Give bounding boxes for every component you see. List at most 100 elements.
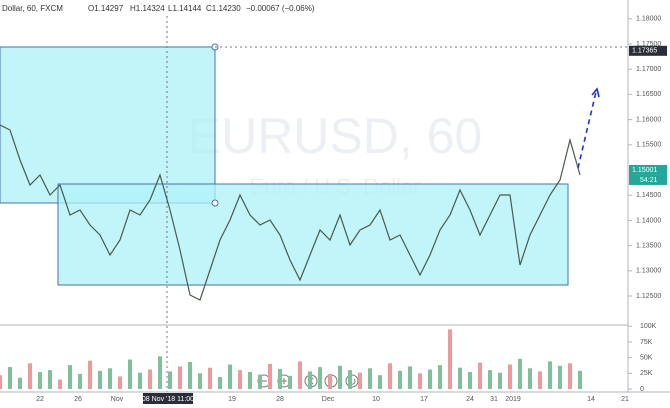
volume-bar xyxy=(178,366,182,389)
x-tick-label: 28 xyxy=(276,396,284,403)
y-tick-label: 1.15500 xyxy=(636,142,661,149)
y-tick-label: 1.14000 xyxy=(636,217,661,224)
volume-bar xyxy=(98,370,102,389)
volume-bar xyxy=(318,367,322,389)
watermark: EURUSD, 60 xyxy=(188,108,483,164)
high: H1.14324 xyxy=(130,4,165,13)
volume-bar xyxy=(118,376,122,389)
volume-bar xyxy=(298,361,302,389)
symbol: Dollar, 60, FXCM xyxy=(2,4,63,13)
volume-tick-label: 100K xyxy=(640,323,657,330)
handle[interactable] xyxy=(211,199,219,207)
volume-bar xyxy=(228,364,232,389)
y-tick-label: 1.12500 xyxy=(636,293,661,300)
forecast-arrow xyxy=(577,91,597,169)
volume-bar xyxy=(268,363,272,389)
volume-bar xyxy=(498,372,502,389)
volume-bar xyxy=(88,360,92,389)
volume-bar xyxy=(418,373,422,389)
crosshair-label: 08 Nov '18 11:00 xyxy=(142,396,194,403)
change: −0.00067 (−0.06%) xyxy=(246,4,315,13)
volume-bar xyxy=(468,372,472,389)
volume-bar xyxy=(148,369,152,389)
volume-bar xyxy=(18,377,22,389)
volume-tick-label: 0 xyxy=(640,386,644,393)
volume-bar xyxy=(568,363,572,389)
crosshair-label-box xyxy=(143,393,193,404)
low: L1.14144 xyxy=(168,4,202,13)
volume-bar xyxy=(28,363,32,389)
volume-tick-label: 25K xyxy=(640,370,653,377)
volume-bar xyxy=(328,373,332,389)
price-label: 1.15001 xyxy=(632,167,657,174)
x-tick-label: 22 xyxy=(36,396,44,403)
volume-bar xyxy=(288,375,292,389)
x-tick-label: Nov xyxy=(111,396,124,403)
x-tick-label: 26 xyxy=(74,396,82,403)
volume-bar xyxy=(538,371,542,389)
x-tick-label: 21 xyxy=(621,396,629,403)
volume-bar xyxy=(448,329,452,389)
volume-bar xyxy=(188,362,192,389)
volume-bar xyxy=(218,377,222,389)
volume-bar xyxy=(518,358,522,389)
x-tick-label: 2019 xyxy=(505,396,521,403)
volume-bar xyxy=(398,370,402,389)
volume-bar xyxy=(388,363,392,389)
volume-bar xyxy=(78,373,82,389)
volume-bar xyxy=(48,370,52,389)
y-tick-label: 1.17500 xyxy=(636,41,661,48)
x-tick-label: Dec xyxy=(322,396,335,403)
volume-bar xyxy=(358,372,362,389)
volume-bar xyxy=(0,375,2,389)
volume-bar xyxy=(278,368,282,389)
volume-bar xyxy=(478,362,482,389)
volume-bar xyxy=(198,373,202,389)
header: Dollar, 60, FXCM O1.14297 H1.14324 L1.14… xyxy=(2,4,315,13)
volume-bar xyxy=(258,374,262,389)
volume-bar xyxy=(528,368,532,389)
price-line xyxy=(0,124,581,301)
volume-tick-label: 50K xyxy=(640,354,653,361)
volume-bar xyxy=(438,365,442,389)
x-tick-label: 24 xyxy=(466,396,474,403)
price-label-box xyxy=(629,164,667,175)
y-tick-label: 1.16500 xyxy=(636,91,661,98)
volume-bar xyxy=(408,366,412,389)
y-tick-label: 1.17000 xyxy=(636,66,661,73)
volume-bar xyxy=(508,364,512,389)
volume-bar xyxy=(38,372,42,389)
arrow-head xyxy=(591,87,600,98)
volume-bar xyxy=(68,365,72,389)
y-tick-label: 1.13500 xyxy=(636,242,661,249)
price-label-box xyxy=(629,45,667,56)
countdown-box xyxy=(629,174,667,185)
volume-bar xyxy=(248,372,252,389)
volume-bar xyxy=(8,367,12,389)
x-tick-label: 19 xyxy=(228,396,236,403)
volume-bar xyxy=(168,371,172,389)
countdown: 54:21 xyxy=(640,177,658,184)
y-tick-label: 1.16000 xyxy=(636,116,661,123)
range-box[interactable] xyxy=(0,46,216,204)
y-tick-label: 1.14500 xyxy=(636,192,661,199)
y-tick-label: 1.13000 xyxy=(636,268,661,275)
volume-bar xyxy=(458,367,462,389)
range-box[interactable] xyxy=(57,183,569,286)
volume-bar xyxy=(58,379,62,389)
volume-bar xyxy=(428,369,432,389)
volume-bar xyxy=(238,370,242,389)
volume-bar xyxy=(368,368,372,389)
volume-bar xyxy=(378,375,382,389)
volume-bar xyxy=(108,368,112,389)
volume-bar xyxy=(578,370,582,389)
volume-bar xyxy=(348,370,352,389)
x-tick-label: 31 xyxy=(490,396,498,403)
open: O1.14297 xyxy=(88,4,124,13)
y-tick-label: 1.18000 xyxy=(636,16,661,23)
x-tick-label: 10 xyxy=(372,396,380,403)
volume-bar xyxy=(308,371,312,389)
close: C1.14230 xyxy=(206,4,241,13)
volume-bar xyxy=(138,372,142,389)
